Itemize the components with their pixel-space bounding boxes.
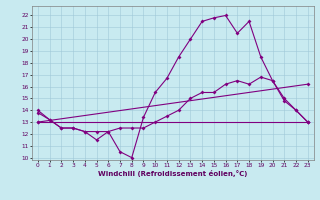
X-axis label: Windchill (Refroidissement éolien,°C): Windchill (Refroidissement éolien,°C) xyxy=(98,170,247,177)
